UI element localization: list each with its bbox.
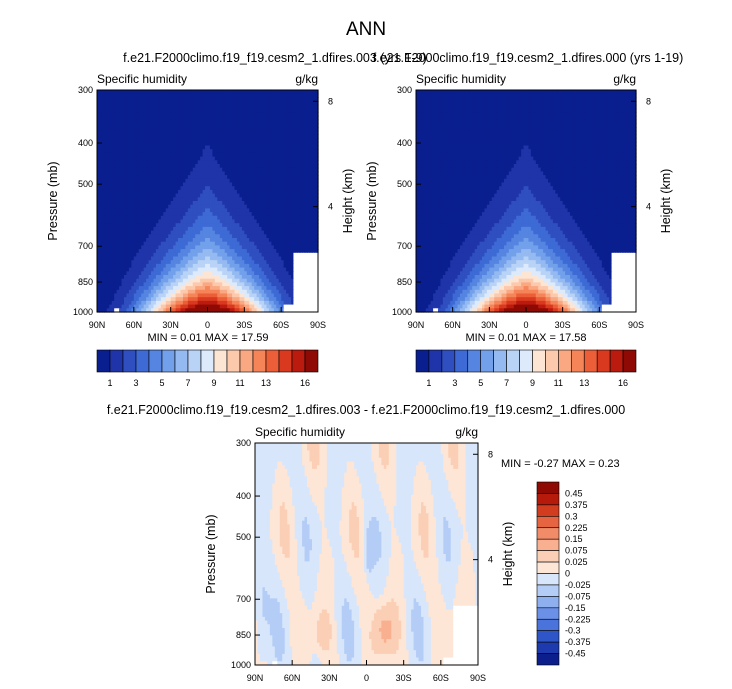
units-label: g/kg <box>295 72 318 86</box>
heatmap-field <box>97 90 319 313</box>
variable-label: Specific humidity <box>97 72 187 86</box>
figure-title: ANN <box>346 19 386 40</box>
